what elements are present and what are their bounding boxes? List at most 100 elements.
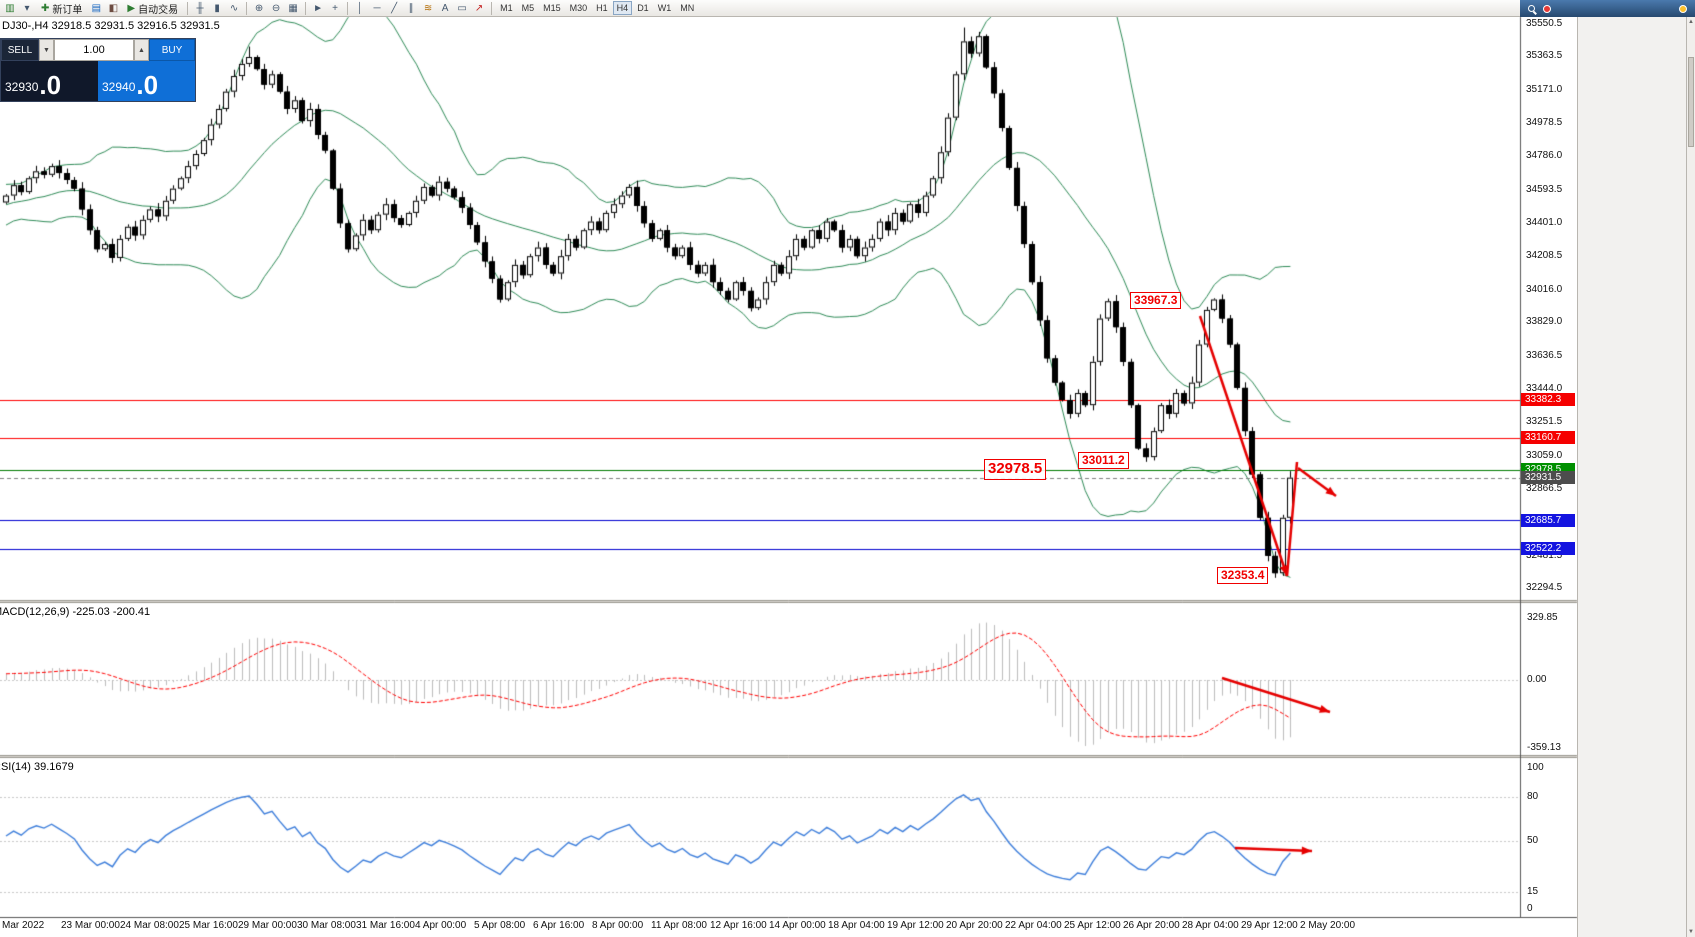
time-axis-label: 25 Mar 16:00: [179, 920, 238, 931]
time-axis-label: 18 Apr 04:00: [828, 920, 885, 931]
text-label-icon[interactable]: ▭: [457, 2, 467, 14]
price-axis-label: 32866.5: [1526, 482, 1563, 494]
scrollbar-up-arrow[interactable]: ▲: [1688, 19, 1694, 25]
timeframe-D1[interactable]: D1: [637, 3, 649, 13]
time-axis-label: 8 Apr 00:00: [592, 920, 644, 931]
time-axis-label: 25 Apr 12:00: [1064, 920, 1121, 931]
rsi-indicator-label: RSI(14) 39.1679: [0, 761, 74, 773]
time-axis-label: 6 Apr 16:00: [533, 920, 585, 931]
buy-price[interactable]: 32940.0: [98, 61, 195, 101]
time-axis-label: Mar 2022: [2, 920, 45, 931]
new-order-button[interactable]: ✚ 新订单: [36, 1, 87, 16]
auto-trading-button[interactable]: ▶ 自动交易: [122, 1, 183, 16]
annotation-label[interactable]: 32978.5: [984, 459, 1047, 480]
price-tag: 32931.5: [1521, 471, 1575, 485]
timeframe-M30[interactable]: M30: [569, 3, 588, 13]
tile-windows-icon[interactable]: ▦: [288, 2, 298, 14]
time-axis-label: 26 Apr 20:00: [1123, 920, 1180, 931]
macd-scale-label: 329.85: [1527, 612, 1558, 623]
price-axis-label: 32294.5: [1526, 582, 1563, 593]
scrollbar-down-arrow[interactable]: ▼: [1688, 929, 1694, 935]
trendline-icon[interactable]: ╱: [391, 2, 398, 14]
rsi-name: RSI(14): [0, 761, 31, 773]
macd-values: -225.03 -200.41: [72, 606, 151, 618]
toolbar-right-section: [1520, 0, 1695, 17]
text-icon[interactable]: A: [441, 2, 449, 14]
buy-button[interactable]: BUY: [149, 39, 195, 61]
cursor-icon[interactable]: ►: [313, 2, 324, 14]
navigator-icon[interactable]: ◧: [108, 2, 119, 14]
auto-trading-button-icon: ▶: [127, 2, 136, 14]
new-order-button-label: 新订单: [52, 4, 83, 16]
timeframe-MN[interactable]: MN: [680, 3, 695, 13]
price-tag: 33160.7: [1521, 431, 1575, 445]
time-axis-label: 30 Mar 08:00: [297, 920, 356, 931]
horizontal-line-icon[interactable]: ─: [373, 2, 381, 14]
vertical-line-icon[interactable]: │: [356, 2, 364, 14]
time-axis-label: 29 Mar 00:00: [238, 920, 297, 931]
sell-button[interactable]: SELL: [1, 39, 39, 61]
price-axis-label: 35171.0: [1526, 83, 1563, 95]
right-panel-gap: [1577, 17, 1686, 937]
zoom-in-icon[interactable]: ⊕: [254, 2, 264, 14]
price-axis-label: 33059.0: [1526, 449, 1563, 461]
price-tag: 32685.7: [1521, 513, 1575, 527]
timeframe-W1[interactable]: W1: [657, 3, 672, 13]
rsi-scale-label: 0: [1527, 903, 1533, 914]
volume-up-button[interactable]: ▲: [134, 39, 149, 61]
search-icon[interactable]: [1528, 5, 1535, 12]
timeframe-M5[interactable]: M5: [521, 3, 535, 13]
time-axis-label: 12 Apr 16:00: [710, 920, 767, 931]
zoom-out-icon[interactable]: ⊖: [271, 2, 281, 14]
bar-chart-icon[interactable]: ╫: [196, 2, 204, 14]
equidistant-channel-icon[interactable]: ∥: [408, 2, 414, 14]
trade-panel-prices: 32930.0 32940.0: [1, 61, 195, 101]
alert-icon[interactable]: [1679, 4, 1687, 13]
fibonacci-icon[interactable]: ≋: [423, 2, 433, 14]
scrollbar-thumb[interactable]: [1688, 57, 1694, 147]
volume-down-button[interactable]: ▼: [39, 39, 54, 61]
price-axis-label: 33829.0: [1526, 316, 1563, 328]
candlestick-chart-icon[interactable]: ▮: [214, 2, 220, 14]
time-axis-label: 29 Apr 12:00: [1241, 920, 1298, 931]
time-axis-label: 19 Apr 12:00: [887, 920, 944, 931]
crosshair-icon[interactable]: +: [332, 2, 339, 14]
timeframe-H1[interactable]: H1: [596, 3, 608, 13]
sell-price-decimal: .0: [39, 70, 62, 100]
new-order-button-icon: ✚: [41, 2, 50, 14]
chart-symbol-info: DJ30-,H4 32918.5 32931.5 32916.5 32931.5: [2, 20, 220, 32]
price-axis-label: 33444.0: [1526, 382, 1563, 394]
macd-indicator-label: MACD(12,26,9) -225.03 -200.41: [0, 606, 150, 618]
volume-input[interactable]: [54, 39, 134, 61]
auto-trading-button-label: 自动交易: [138, 4, 179, 16]
main-toolbar: ▥ ▾ ✚ 新订单 ▤ ◧ ▶ 自动交易 ╫ ▮ ∿ ⊕ ⊖ ▦ ► + │ ─ ╱ ∥ ≋ A ▭ ↗ M1 M5 M15 M30 H…: [0, 0, 1695, 17]
vertical-scrollbar[interactable]: ▲ ▼: [1686, 17, 1695, 937]
time-axis-label: 20 Apr 20:00: [946, 920, 1003, 931]
toolbar-separator: [246, 1, 248, 15]
time-axis-label: 11 Apr 08:00: [651, 920, 707, 931]
time-axis-label: 24 Mar 08:00: [120, 920, 179, 931]
time-axis-label: 22 Apr 04:00: [1005, 920, 1062, 931]
record-icon[interactable]: [1543, 4, 1551, 13]
annotation-label[interactable]: 32353.4: [1217, 567, 1269, 584]
market-watch-icon[interactable]: ▤: [91, 2, 102, 14]
price-axis-label: 35363.5: [1526, 50, 1563, 62]
timeframe-M1[interactable]: M1: [500, 3, 513, 13]
buy-price-main: 32940: [102, 80, 136, 94]
one-click-trade-panel: SELL ▼ ▲ BUY 32930.0 32940.0: [0, 38, 196, 102]
rsi-scale-label: 80: [1527, 791, 1539, 803]
price-axis-label: 34786.0: [1526, 150, 1563, 162]
chart-dropdown-icon[interactable]: ▾: [24, 2, 30, 14]
new-chart-icon[interactable]: ▥: [5, 2, 15, 14]
annotation-label[interactable]: 33967.3: [1130, 292, 1182, 309]
timeframe-H4[interactable]: H4: [612, 1, 633, 15]
time-axis-label: 5 Apr 08:00: [474, 920, 526, 931]
arrows-tool-icon[interactable]: ↗: [474, 2, 484, 14]
annotation-label[interactable]: 33011.2: [1078, 452, 1129, 469]
timeframe-M15[interactable]: M15: [543, 3, 561, 13]
time-axis-label: 14 Apr 00:00: [769, 920, 826, 931]
sell-price[interactable]: 32930.0: [1, 61, 98, 101]
line-chart-icon[interactable]: ∿: [229, 2, 239, 14]
rsi-scale-label: 15: [1527, 886, 1539, 898]
